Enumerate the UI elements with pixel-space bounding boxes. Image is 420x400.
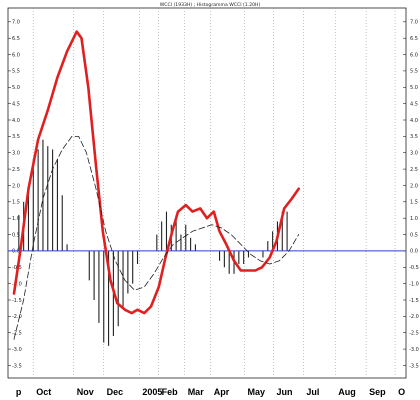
y-tick-label-right: 5.0 <box>410 85 418 91</box>
x-tick-label: Sep <box>369 387 386 397</box>
plot-area <box>7 7 407 379</box>
y-tick-label-left: -2.0 <box>12 314 22 320</box>
y-tick-label-left: 1.5 <box>12 200 20 206</box>
x-tick-label: Oct <box>36 387 51 397</box>
y-tick-label-left: 3.5 <box>12 134 20 140</box>
y-tick-label-right: 4.0 <box>410 118 418 124</box>
y-tick-label-right: 7.0 <box>410 20 418 26</box>
y-tick-label-right: 1.5 <box>410 200 418 206</box>
y-tick-label-left: -2.5 <box>12 331 22 337</box>
y-tick-label-right: -2.0 <box>409 314 419 320</box>
x-tick-label: Jul <box>306 387 319 397</box>
y-tick-label-left: 4.0 <box>12 118 20 124</box>
y-tick-label-left: 2.5 <box>12 167 20 173</box>
y-tick-label-right: -1.0 <box>409 281 419 287</box>
y-tick-label-left: -3.5 <box>12 363 22 369</box>
y-tick-label-left: -1.5 <box>12 298 22 304</box>
x-tick-label: Feb <box>162 387 179 397</box>
x-tick-label: 2005 <box>142 387 162 397</box>
y-tick-label-right: 1.0 <box>410 216 418 222</box>
y-tick-label-left: 4.5 <box>12 101 20 107</box>
y-tick-label-right: 6.5 <box>410 36 418 42</box>
y-tick-label-left: 2.0 <box>12 183 20 189</box>
y-tick-label-right: 3.5 <box>410 134 418 140</box>
y-tick-label-left: 5.5 <box>12 69 20 75</box>
y-tick-label-left: -3.0 <box>12 347 22 353</box>
y-tick-label-right: 0.5 <box>410 232 418 238</box>
y-tick-label-right: -0.5 <box>409 265 419 271</box>
y-tick-label-right: 3.0 <box>410 151 418 157</box>
y-tick-label-right: -3.5 <box>409 363 419 369</box>
x-tick-label: Jun <box>276 387 292 397</box>
y-tick-label-left: 6.5 <box>12 36 20 42</box>
y-tick-label-left: 0.0 <box>12 249 20 255</box>
y-tick-label-left: 1.0 <box>12 216 20 222</box>
indicator-lines <box>12 30 300 340</box>
x-tick-label: Mar <box>188 387 205 397</box>
y-tick-label-left: -1.0 <box>12 281 22 287</box>
y-axis-right: 7.0 6.5 6.0 5.5 5.0 4.5 4.0 3.5 3.0 2.5 2.0 1.5 1.0 0… <box>403 20 419 369</box>
y-tick-label-left: 3.0 <box>12 151 20 157</box>
y-tick-label-right: 4.5 <box>410 101 418 107</box>
series-line-dashed <box>13 136 300 340</box>
y-tick-label-left: 0.5 <box>12 232 20 238</box>
y-tick-label-left: 5.0 <box>12 85 20 91</box>
x-tick-label: Aug <box>338 387 356 397</box>
chart-title: WCCI (1933H) ; Histogramma WCCI (1.20H) <box>160 2 261 8</box>
x-tick-label: May <box>248 387 266 397</box>
x-tick-label: O <box>398 387 405 397</box>
y-tick-label-left: 7.0 <box>12 20 20 26</box>
x-tick-label: p <box>16 387 22 397</box>
x-tick-label: Dec <box>107 387 124 397</box>
x-tick-label: Nov <box>77 387 94 397</box>
x-tick-label: Apr <box>214 387 230 397</box>
y-tick-label-right: -3.0 <box>409 347 419 353</box>
series-line-red <box>12 30 300 315</box>
y-tick-label-right: -1.5 <box>409 298 419 304</box>
y-tick-label-right: 2.0 <box>410 183 418 189</box>
y-tick-label-right: -2.5 <box>409 331 419 337</box>
y-tick-label-right: 6.0 <box>410 52 418 58</box>
y-tick-label-right: 5.5 <box>410 69 418 75</box>
y-tick-label-right: 2.5 <box>410 167 418 173</box>
x-axis: p Oct Nov Dec 2005 Feb Mar Apr May Jun Jul Aug Sep O <box>16 387 405 397</box>
y-tick-label-right: 0.0 <box>410 249 418 255</box>
y-tick-label-left: 6.0 <box>12 52 20 58</box>
